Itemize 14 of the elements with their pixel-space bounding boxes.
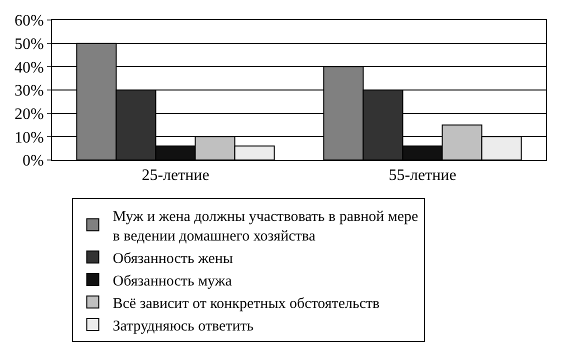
y-tick-label: 50% [14, 36, 44, 53]
y-tick-label: 20% [14, 106, 44, 123]
y-tick-label: 0% [22, 152, 44, 170]
y-tick-label: 40% [14, 59, 44, 76]
legend-label: Затрудняюсь ответить [112, 318, 254, 334]
legend-label: Муж и жена должны участвовать в равной мере в ведении домашнего хозяйства [112, 208, 419, 244]
y-tick-label: 10% [14, 129, 44, 146]
x-tick-label: 55-летние [388, 167, 456, 184]
legend-label: Обязанность мужа [112, 273, 232, 290]
legend-label: Обязанность жены [112, 250, 233, 267]
x-tick-label: 25-летние [142, 167, 210, 184]
y-tick-label: 60% [14, 12, 44, 30]
legend-label: Всё зависит от конкретных обстоятельств [112, 296, 380, 312]
y-tick-label: 30% [14, 82, 44, 100]
